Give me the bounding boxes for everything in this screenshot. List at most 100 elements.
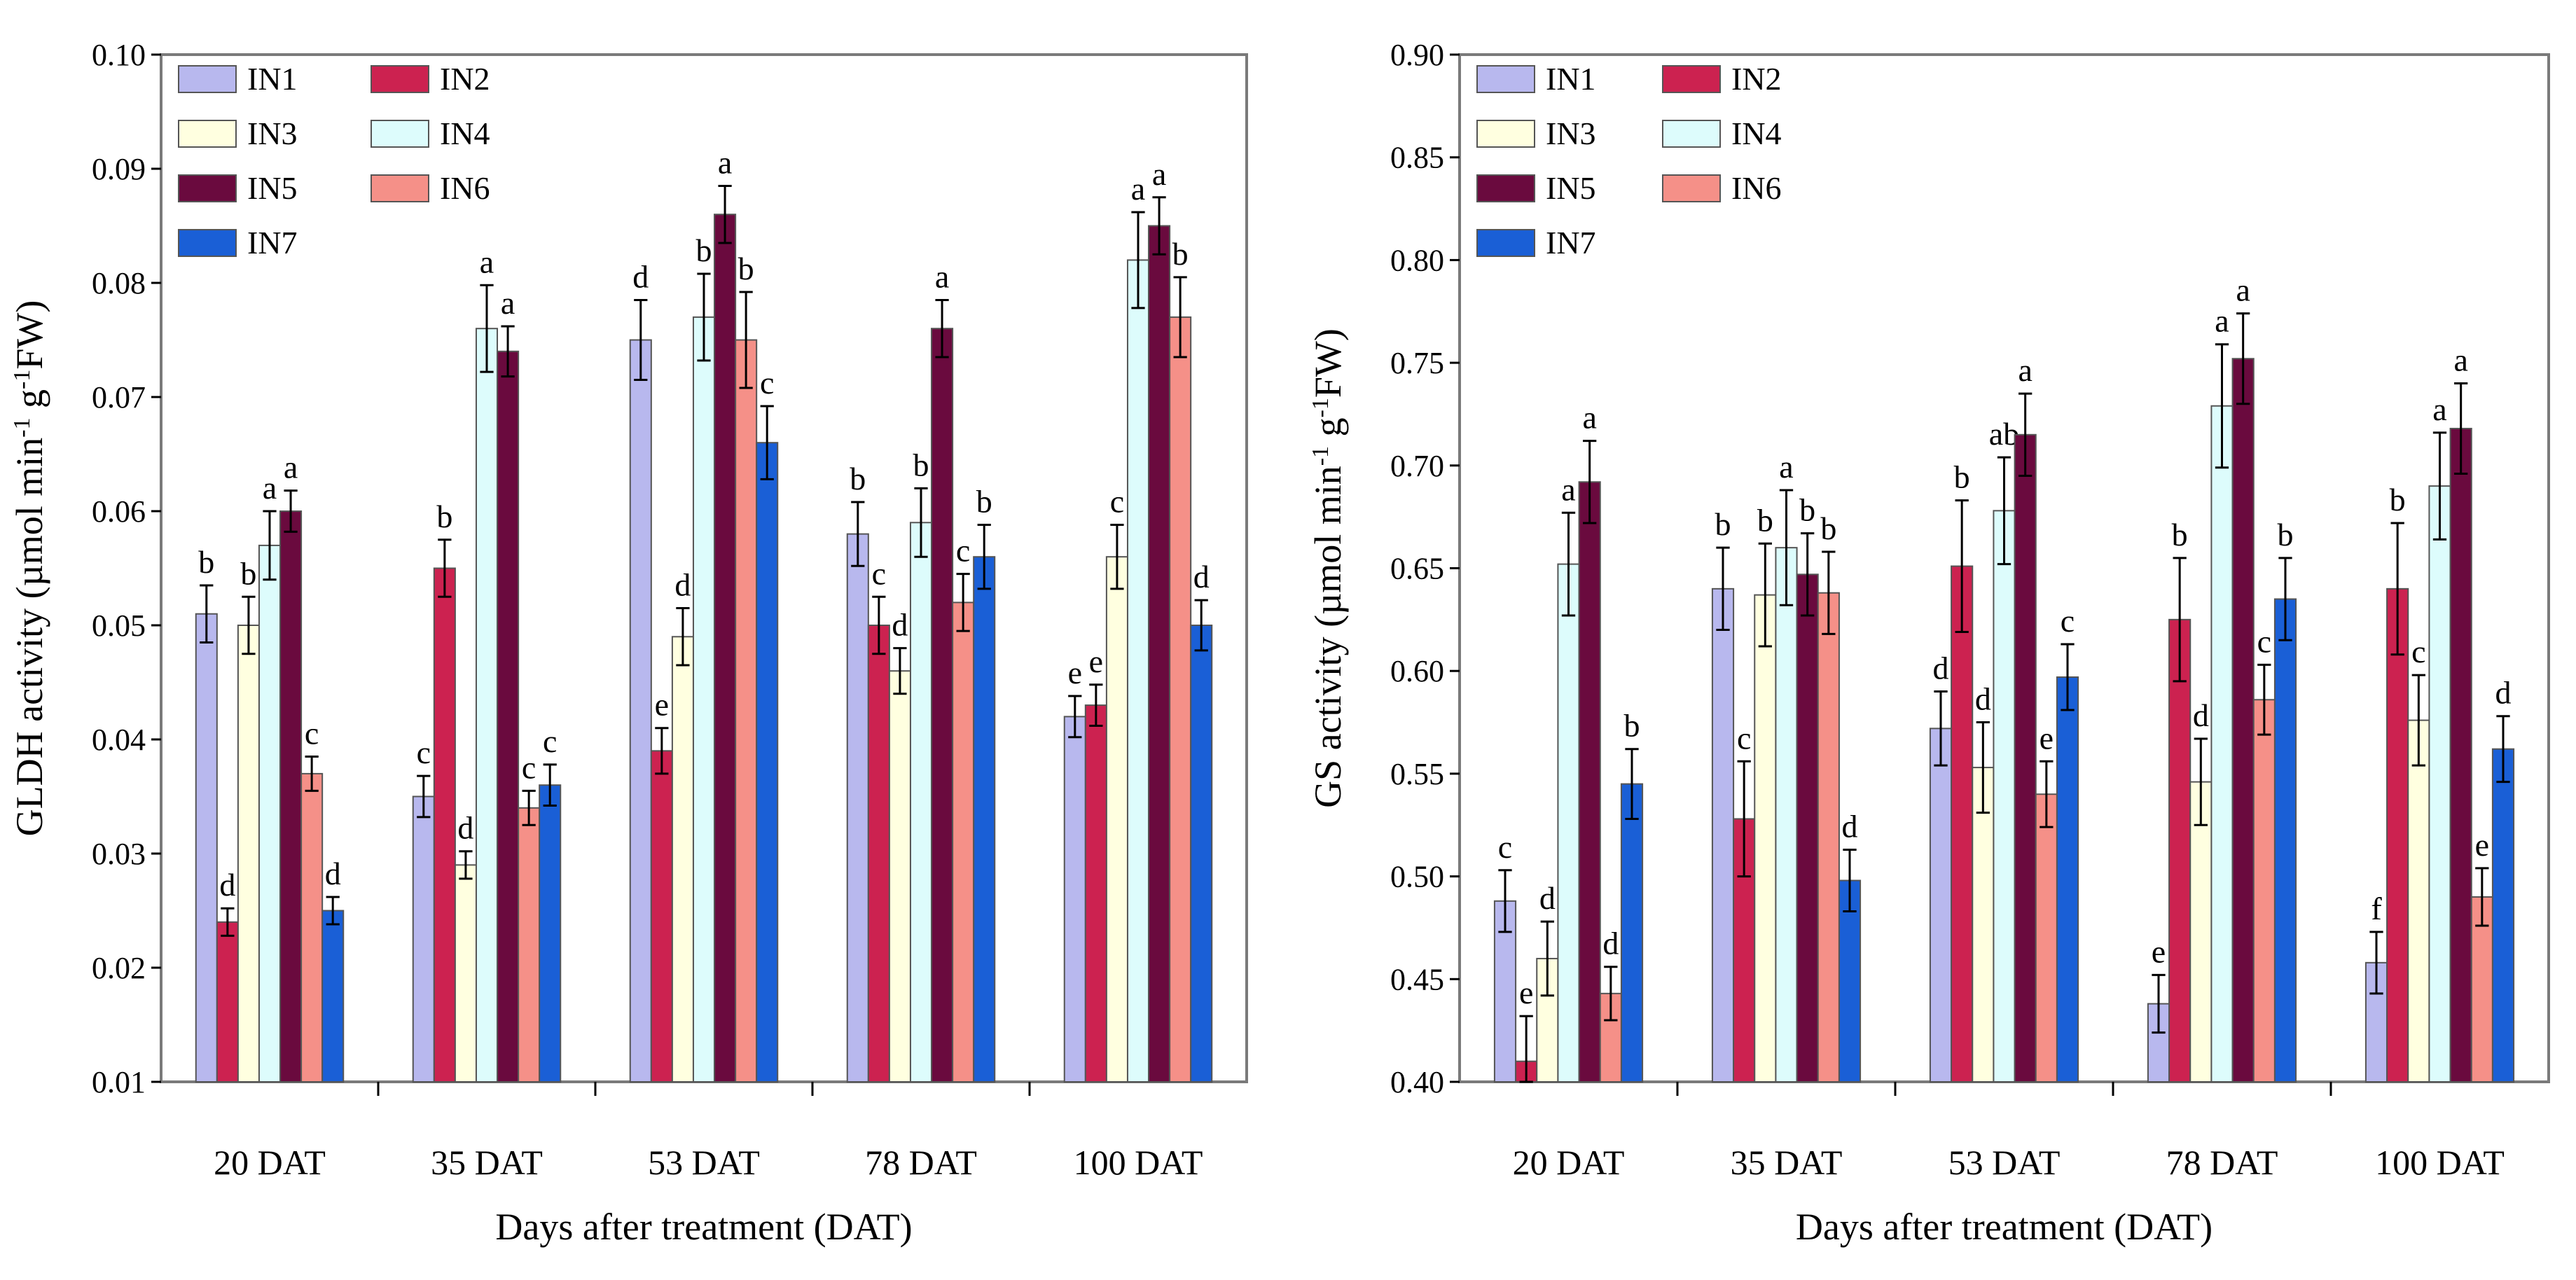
gldh-significance-letter: b <box>1172 236 1189 272</box>
gs-significance-letter: e <box>1519 975 1533 1010</box>
gldh-significance-letter: b <box>976 484 992 520</box>
gs-bar-in6 <box>1817 592 1840 1083</box>
gs-bar-in7 <box>1838 879 1862 1083</box>
gldh-y-tick-label: 0.08 <box>92 266 146 300</box>
gs-significance-letter: c <box>2061 603 2075 639</box>
gs-y-tick-label: 0.80 <box>1390 243 1444 277</box>
gldh-legend-swatch-in7 <box>178 229 237 257</box>
gs-significance-letter: a <box>2432 391 2446 427</box>
gs-significance-letter: e <box>2475 827 2489 863</box>
gldh-legend-swatch-in5 <box>178 174 237 202</box>
gldh-significance-letter: d <box>1193 559 1210 594</box>
gs-bar-in5 <box>2449 427 2472 1083</box>
gs-significance-letter: d <box>2495 675 2512 711</box>
gldh-bar-in3 <box>888 670 911 1083</box>
gldh-y-tick-label: 0.07 <box>92 380 146 415</box>
gs-bar-in5 <box>1578 481 1601 1083</box>
gldh-significance-letter: b <box>696 232 712 268</box>
gs-y-axis-title-part: g <box>1307 417 1349 446</box>
gldh-bar-in7 <box>1190 625 1213 1083</box>
gldh-y-tick-label: 0.02 <box>92 951 146 985</box>
gs-legend-label-in3: IN3 <box>1546 116 1596 151</box>
gldh-significance-letter: c <box>1110 484 1124 520</box>
gldh-y-axis-title-part: -1 <box>9 370 35 389</box>
gs-y-tick-label: 0.75 <box>1390 346 1444 380</box>
gldh-bar-in7 <box>321 910 345 1083</box>
gldh-x-tick-label: 100 DAT <box>1074 1143 1203 1182</box>
gs-significance-letter: b <box>1757 502 1773 538</box>
gldh-legend-swatch-in3 <box>178 120 237 148</box>
gs-significance-letter: b <box>1820 510 1836 546</box>
gs-bar-in7 <box>2491 748 2515 1083</box>
gldh-x-tick-label: 53 DAT <box>648 1143 760 1182</box>
gs-significance-letter: b <box>1954 459 1970 495</box>
gs-legend-swatch-in5 <box>1476 174 1535 202</box>
gs-bar-in7 <box>2273 598 2297 1083</box>
gldh-bar-in6 <box>300 772 324 1083</box>
gs-bar-in1 <box>1929 728 1953 1083</box>
gldh-significance-letter: a <box>1152 156 1166 192</box>
gldh-significance-letter: b <box>913 447 929 482</box>
gldh-significance-letter: d <box>892 607 908 643</box>
gldh-bar-in2 <box>650 750 673 1083</box>
gldh-significance-letter: a <box>284 450 298 485</box>
gldh-bar-in3 <box>237 625 260 1083</box>
gs-legend-swatch-in7 <box>1476 229 1535 257</box>
gs-legend-swatch-in3 <box>1476 120 1535 148</box>
gldh-bar-in3 <box>454 864 477 1083</box>
gldh-y-tick-label: 0.10 <box>92 38 146 72</box>
gldh-bar-in2 <box>433 567 456 1083</box>
gs-significance-letter: c <box>2257 623 2271 659</box>
gs-significance-letter: b <box>1799 492 1815 528</box>
gs-bar-in4 <box>2210 405 2234 1083</box>
gldh-x-axis-title: Days after treatment (DAT) <box>495 1206 912 1248</box>
gldh-significance-letter: a <box>935 258 949 294</box>
gs-legend-label-in6: IN6 <box>1731 170 1782 206</box>
gldh-legend: IN1 IN2 IN3 IN4 IN5 IN6 IN7 <box>178 61 490 260</box>
gldh-significance-letter: c <box>417 735 431 770</box>
gs-y-tick-label: 0.45 <box>1390 962 1444 996</box>
gs-legend-swatch-in2 <box>1662 65 1721 93</box>
gs-legend-swatch-in4 <box>1662 120 1721 148</box>
gldh-significance-letter: d <box>325 856 341 891</box>
gs-bar-in6 <box>2252 699 2276 1083</box>
gs-significance-letter: b <box>2278 517 2294 552</box>
gs-y-tick-label: 0.65 <box>1390 552 1444 586</box>
gldh-bar-in1 <box>1063 716 1086 1083</box>
gldh-bar-in2 <box>867 625 890 1083</box>
gldh-x-tick-label: 20 DAT <box>214 1143 326 1182</box>
gldh-bar-in1 <box>629 339 652 1083</box>
gs-significance-letter: e <box>2040 720 2054 756</box>
gs-significance-letter: b <box>1715 506 1731 542</box>
gldh-significance-letter: c <box>872 555 886 591</box>
gldh-y-tick-label: 0.04 <box>92 723 146 757</box>
gs-significance-letter: c <box>2411 634 2425 669</box>
gldh-bar-in3 <box>671 636 694 1083</box>
gs-significance-letter: c <box>1498 829 1512 865</box>
gs-y-axis-title-part: GS activity (µmol min <box>1307 466 1349 808</box>
gldh-y-axis-title-part: g <box>8 389 50 418</box>
gs-legend: IN1 IN2 IN3 IN4 IN5 IN6 IN7 <box>1476 61 1782 260</box>
gs-significance-letter: d <box>1975 681 1991 717</box>
gldh-significance-letter: d <box>457 810 473 846</box>
gs-significance-letter: a <box>1582 400 1596 436</box>
gldh-legend-label-in1: IN1 <box>247 61 298 97</box>
gs-bar-in4 <box>1993 510 2016 1083</box>
gs-y-axis-title: GS activity (µmol min-1 g-1FW) <box>1307 328 1349 808</box>
gs-y-axis-title-part: FW) <box>1307 328 1349 398</box>
gldh-bar-in7 <box>756 442 779 1083</box>
gldh-significance-letter: b <box>738 251 754 286</box>
gs-significance-letter: a <box>2215 303 2229 339</box>
gldh-y-axis-title-part: GLDH activity (µmol min <box>8 438 50 837</box>
gldh-legend-label-in7: IN7 <box>247 225 298 260</box>
gldh-bar-in5 <box>714 214 737 1083</box>
gldh-bar-in4 <box>692 316 716 1083</box>
gldh-significance-letter: e <box>1068 655 1082 690</box>
gs-x-tick-label: 100 DAT <box>2375 1143 2505 1182</box>
gs-significance-letter: b <box>2390 482 2406 517</box>
gldh-bar-in5 <box>931 328 954 1083</box>
gs-y-tick-label: 0.70 <box>1390 449 1444 483</box>
gldh-bar-in2 <box>216 921 239 1083</box>
gldh-bar-in2 <box>1084 704 1107 1083</box>
gldh-legend-swatch-in4 <box>371 120 429 148</box>
